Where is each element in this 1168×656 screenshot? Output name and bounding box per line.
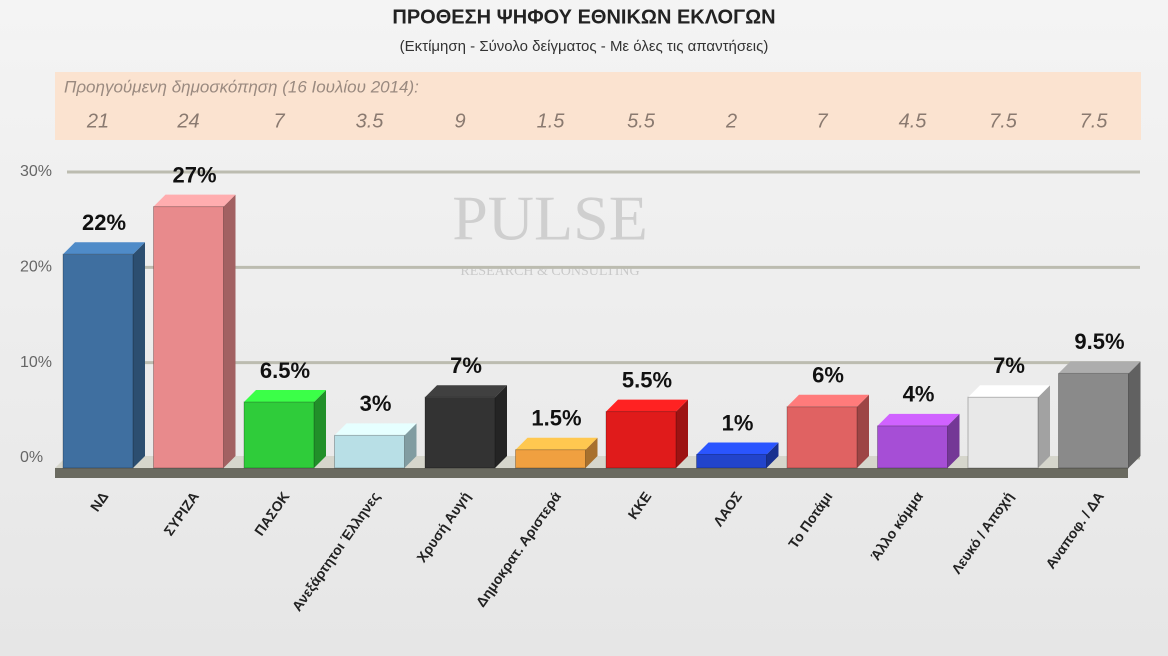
value-label: 22% bbox=[82, 210, 126, 235]
bar-side bbox=[314, 390, 326, 468]
bar-top bbox=[606, 399, 688, 412]
bar-side bbox=[1128, 361, 1141, 468]
bar bbox=[424, 396, 496, 469]
previous-value: 24 bbox=[176, 110, 199, 132]
bar-top bbox=[244, 390, 326, 403]
previous-poll-label: Προηγούμενη δημοσκόπηση (16 Ιουλίου 2014… bbox=[64, 77, 419, 96]
y-tick-label: 20% bbox=[20, 259, 52, 276]
watermark: PULSE bbox=[452, 183, 648, 254]
value-label: 6.5% bbox=[260, 358, 310, 383]
previous-value: 2 bbox=[725, 110, 737, 132]
previous-value: 5.5 bbox=[627, 110, 656, 132]
value-label: 7% bbox=[993, 353, 1025, 378]
bar bbox=[696, 453, 767, 469]
bar-side bbox=[495, 385, 507, 468]
bar-top bbox=[425, 385, 507, 398]
bar bbox=[786, 406, 858, 469]
bar-top bbox=[877, 413, 960, 426]
y-tick-label: 30% bbox=[20, 163, 52, 180]
previous-value: 7 bbox=[816, 110, 828, 132]
previous-value: 3.5 bbox=[356, 110, 385, 132]
bar bbox=[877, 425, 948, 469]
floor bbox=[55, 456, 1140, 468]
chart-title: ΠΡΟΘΕΣΗ ΨΗΦΟΥ ΕΘΝΙΚΩΝ ΕΚΛΟΓΩΝ bbox=[392, 6, 775, 28]
previous-value: 1.5 bbox=[537, 110, 566, 132]
previous-value: 7 bbox=[273, 110, 285, 132]
y-tick-label: 0% bbox=[20, 449, 43, 466]
previous-value: 4.5 bbox=[899, 110, 928, 132]
previous-poll-band bbox=[55, 72, 1141, 140]
value-label: 4% bbox=[903, 382, 935, 407]
bar-side bbox=[676, 399, 688, 468]
value-label: 1% bbox=[722, 410, 754, 435]
bar bbox=[243, 401, 315, 469]
bar-top bbox=[787, 394, 869, 407]
value-label: 5.5% bbox=[622, 367, 672, 392]
bar-top bbox=[1058, 361, 1141, 374]
previous-value: 21 bbox=[86, 110, 109, 132]
previous-value: 9 bbox=[454, 110, 465, 132]
value-label: 6% bbox=[812, 363, 844, 388]
bar-side bbox=[766, 442, 779, 468]
bar bbox=[515, 449, 586, 469]
value-label: 9.5% bbox=[1074, 329, 1124, 354]
bar-top bbox=[334, 423, 417, 436]
bar-top bbox=[153, 194, 236, 207]
bar-side bbox=[857, 394, 869, 468]
bar-side bbox=[947, 413, 960, 468]
bar bbox=[334, 434, 405, 469]
bar bbox=[153, 206, 224, 469]
value-label: 3% bbox=[360, 391, 392, 416]
bar-top bbox=[696, 442, 779, 455]
value-label: 1.5% bbox=[531, 406, 581, 431]
chart-subtitle: (Εκτίμηση - Σύνολο δείγματος - Με όλες τ… bbox=[400, 38, 769, 55]
previous-value: 7.5 bbox=[989, 110, 1018, 132]
previous-value: 7.5 bbox=[1080, 110, 1109, 132]
bar-side bbox=[585, 437, 598, 468]
bar bbox=[605, 411, 677, 469]
bar bbox=[967, 396, 1039, 469]
bar-top bbox=[515, 437, 598, 450]
bar-top bbox=[968, 385, 1050, 398]
value-label: 7% bbox=[450, 353, 482, 378]
bar-side bbox=[1038, 385, 1050, 468]
bar bbox=[62, 253, 134, 469]
floor-edge bbox=[55, 468, 1128, 478]
bar-side bbox=[404, 423, 417, 468]
y-tick-label: 10% bbox=[20, 354, 52, 371]
bar-side bbox=[223, 194, 236, 468]
bar-side bbox=[133, 242, 145, 468]
bar bbox=[1058, 372, 1129, 469]
value-label: 27% bbox=[172, 162, 216, 187]
bar-top bbox=[63, 242, 145, 255]
